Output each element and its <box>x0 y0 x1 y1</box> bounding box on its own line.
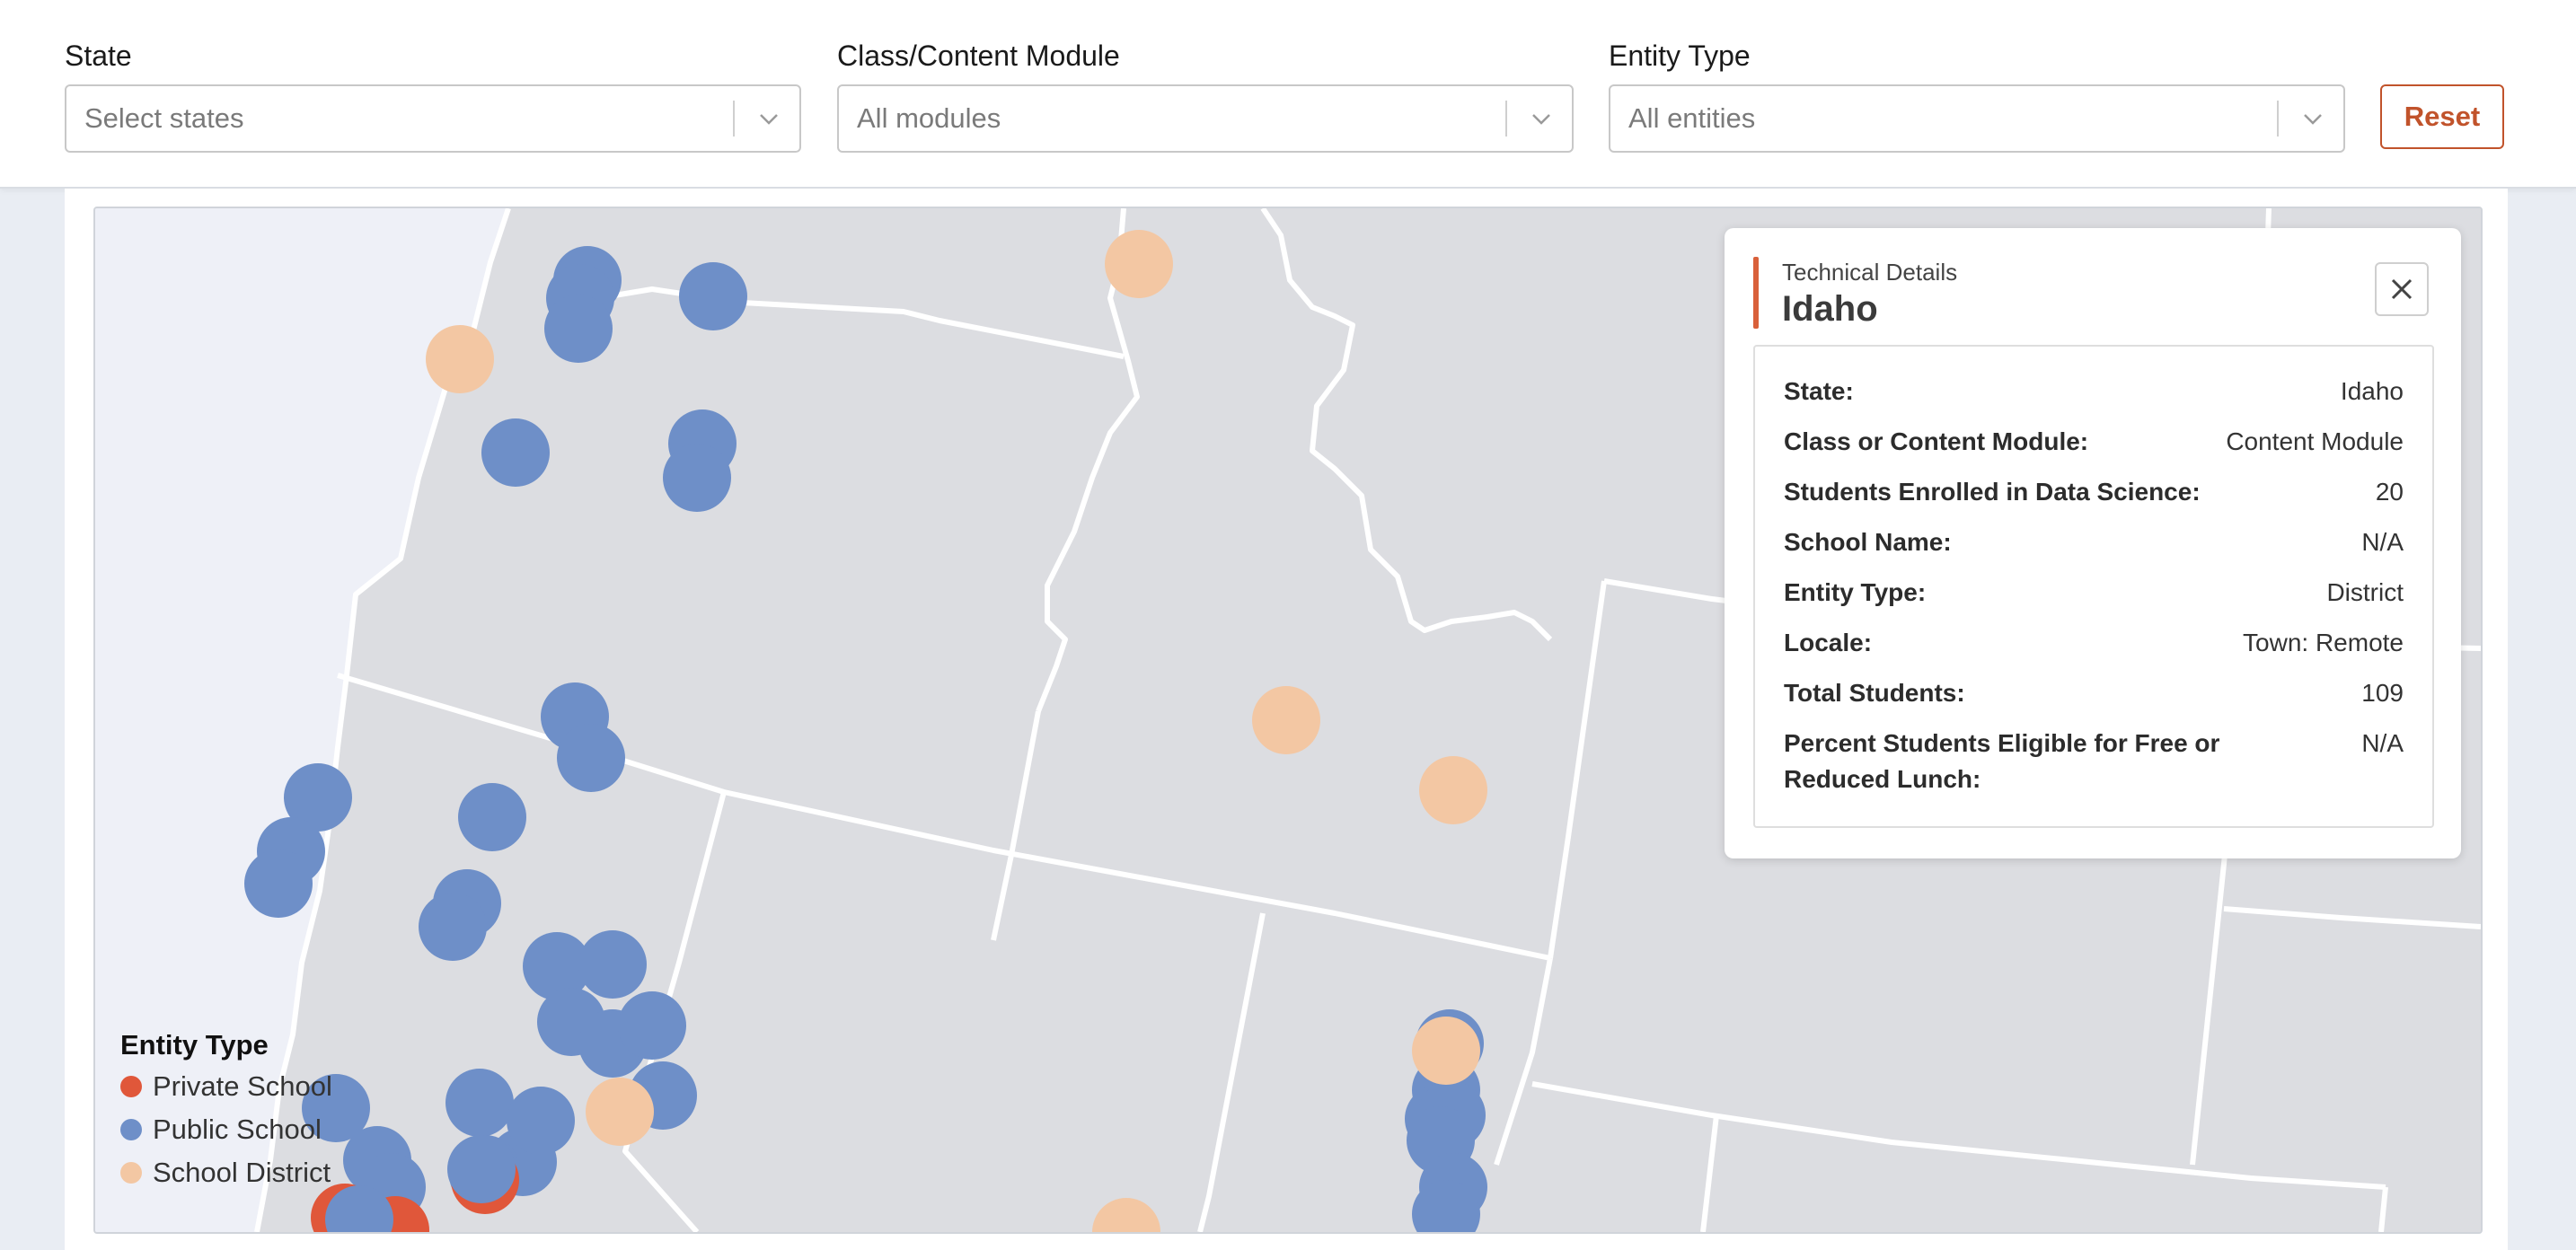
detail-value: Idaho <box>2340 377 2404 405</box>
legend-dot <box>120 1119 142 1140</box>
detail-key: Class or Content Module: <box>1784 427 2089 455</box>
close-button[interactable] <box>2375 262 2429 316</box>
detail-value: 20 <box>2375 478 2404 506</box>
detail-key: State: <box>1784 377 1854 405</box>
filter-bar: State Select states Class/Content Module… <box>0 0 2576 189</box>
module-filter-label: Class/Content Module <box>837 40 1120 72</box>
public-marker[interactable] <box>325 1185 393 1232</box>
details-table: State: Idaho Class or Content Module: Co… <box>1753 345 2434 828</box>
public-marker[interactable] <box>679 262 747 330</box>
detail-value: 109 <box>2361 679 2404 707</box>
state-border-id-wy <box>1548 580 1607 959</box>
legend-dot <box>120 1076 142 1097</box>
module-select-placeholder: All modules <box>857 102 1001 134</box>
public-marker[interactable] <box>446 1069 514 1137</box>
public-marker[interactable] <box>302 1074 370 1142</box>
state-filter: State Select states <box>65 36 801 153</box>
district-marker[interactable] <box>586 1078 654 1146</box>
select-divider <box>733 101 735 136</box>
map[interactable]: Entity Type Private School Public School… <box>93 207 2483 1234</box>
state-border-id-ut <box>1494 957 1553 1166</box>
detail-value: Town: Remote <box>2243 629 2404 656</box>
accent-bar <box>1753 257 1759 329</box>
district-marker[interactable] <box>426 325 494 393</box>
detail-value: District <box>2326 578 2404 606</box>
detail-value: N/A <box>2361 528 2404 556</box>
reset-button[interactable]: Reset <box>2380 84 2504 149</box>
entity-filter-label: Entity Type <box>1609 40 1751 72</box>
state-border-co-east <box>2378 1186 2388 1232</box>
public-marker[interactable] <box>557 724 625 792</box>
legend-label: School District <box>153 1157 331 1188</box>
state-select[interactable]: Select states <box>65 84 801 153</box>
legend-label: Public School <box>153 1114 322 1145</box>
district-marker[interactable] <box>1105 230 1173 298</box>
state-border-id-mt <box>1260 208 1553 642</box>
public-marker[interactable] <box>447 1135 516 1203</box>
district-marker[interactable] <box>1092 1198 1160 1232</box>
public-marker[interactable] <box>507 1087 575 1155</box>
detail-key: Percent Students Eligible for Free or Re… <box>1784 729 2220 793</box>
module-select[interactable]: All modules <box>837 84 1574 153</box>
detail-key: Entity Type: <box>1784 578 1927 606</box>
public-marker[interactable] <box>244 849 313 918</box>
legend-item-school-district: School District <box>120 1151 408 1194</box>
chevron-down-icon[interactable] <box>756 106 781 131</box>
public-marker[interactable] <box>419 893 487 961</box>
detail-key: Students Enrolled in Data Science: <box>1784 478 2201 506</box>
state-border-or-ca <box>337 673 1551 961</box>
state-filter-label: State <box>65 40 132 72</box>
detail-key: Locale: <box>1784 629 1873 656</box>
chevron-down-icon[interactable] <box>1529 106 1554 131</box>
legend-item-private-school: Private School <box>120 1065 408 1108</box>
district-marker[interactable] <box>1419 756 1487 824</box>
details-title: Idaho <box>1782 289 1878 329</box>
module-filter: Class/Content Module All modules <box>837 36 1574 153</box>
detail-value: N/A <box>2361 729 2404 757</box>
map-points <box>244 230 1487 1232</box>
public-marker[interactable] <box>618 991 686 1060</box>
legend-title: Entity Type <box>120 1029 269 1061</box>
map-legend: Entity Type Private School Public School… <box>120 1026 408 1194</box>
detail-key: Total Students: <box>1784 679 1965 707</box>
select-divider <box>1505 101 1507 136</box>
public-marker[interactable] <box>578 930 647 999</box>
legend-item-public-school: Public School <box>120 1108 408 1151</box>
state-select-placeholder: Select states <box>84 102 244 134</box>
public-marker[interactable] <box>663 444 731 512</box>
legend-label: Private School <box>153 1070 332 1102</box>
state-border-wa-id <box>1036 208 1140 713</box>
legend-dot <box>120 1162 142 1184</box>
state-border-sd-ne <box>2223 906 2481 929</box>
details-subtitle: Technical Details <box>1782 259 1958 286</box>
public-marker[interactable] <box>544 295 613 363</box>
entity-select-placeholder: All entities <box>1628 102 1756 134</box>
close-icon <box>2391 278 2413 300</box>
state-border-nv-ut <box>1197 912 1266 1232</box>
state-border-wy-co <box>1700 1114 1719 1232</box>
details-panel: Technical Details Idaho State: Idaho Cla… <box>1725 228 2461 858</box>
public-marker[interactable] <box>1412 1180 1480 1232</box>
state-border-wy-ut <box>1531 1081 2386 1190</box>
public-marker[interactable] <box>481 418 550 487</box>
public-marker[interactable] <box>284 763 352 832</box>
detail-value: Content Module <box>2226 427 2404 455</box>
entity-select[interactable]: All entities <box>1609 84 2345 153</box>
select-divider <box>2277 101 2279 136</box>
ocean <box>95 208 508 1232</box>
detail-key: School Name: <box>1784 528 1952 556</box>
public-marker[interactable] <box>458 783 526 851</box>
district-marker[interactable] <box>1412 1017 1480 1085</box>
chevron-down-icon[interactable] <box>2300 106 2325 131</box>
entity-filter: Entity Type All entities <box>1609 36 2345 153</box>
district-marker[interactable] <box>1252 686 1320 754</box>
public-marker[interactable] <box>523 932 591 1000</box>
